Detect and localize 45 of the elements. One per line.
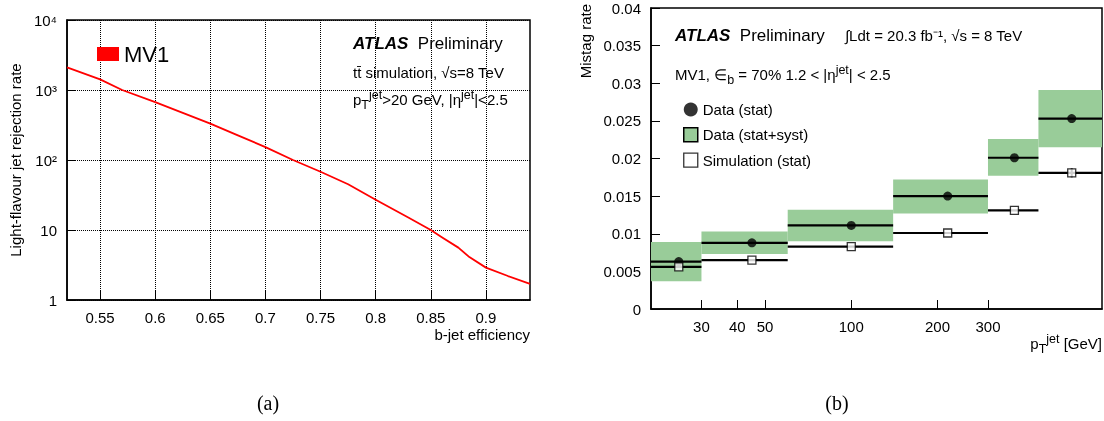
annotation: MV1, ∈$_{b}$ = 70% 1.2 < |η$^{jet}$| < 2.5 bbox=[675, 63, 891, 88]
text: (b) bbox=[825, 392, 849, 414]
legend-label: Data (stat+syst) bbox=[702, 126, 809, 144]
legend-label: Data (stat) bbox=[702, 101, 773, 118]
y-tick-label: 10 bbox=[40, 221, 58, 239]
x-tick-label: 0.75 bbox=[305, 309, 336, 326]
text: (a) bbox=[256, 392, 280, 414]
x-tick-label: 300 bbox=[975, 318, 1001, 335]
annotation: p$_{T}$$^{jet}$>20 GeV, |η$^{jet}$|<2.5 bbox=[353, 88, 508, 113]
y-tick-label: 0.01 bbox=[611, 225, 641, 243]
y-axis-title: Mistag rate bbox=[577, 4, 595, 79]
annotation: ATLAS Preliminary bbox=[353, 33, 503, 54]
y-tick-label: 10³ bbox=[35, 81, 58, 99]
legend-label: MV1 bbox=[124, 41, 170, 67]
x-tick-label: 50 bbox=[756, 318, 774, 335]
y-axis-title: Light-flavour jet rejection rate bbox=[7, 63, 24, 257]
annotation: ATLAS Preliminary bbox=[675, 25, 825, 46]
annotation: tt̄ simulation, √s=8 TeV bbox=[353, 63, 504, 82]
x-tick-label: 0.85 bbox=[416, 309, 446, 326]
y-tick-label: 0 bbox=[632, 300, 641, 318]
x-tick-label: 0.55 bbox=[85, 309, 115, 326]
y-tick-label: 0.04 bbox=[611, 0, 641, 17]
x-tick-label: 0.8 bbox=[365, 309, 387, 326]
legend-label: Simulation (stat) bbox=[702, 151, 812, 169]
y-tick-label: 1 bbox=[48, 291, 58, 309]
y-tick-label: 0.005 bbox=[603, 262, 641, 280]
x-tick-label: 40 bbox=[728, 318, 746, 335]
x-tick-label: 0.65 bbox=[195, 309, 225, 326]
y-tick-label: 0.015 bbox=[603, 187, 641, 205]
line-series bbox=[66, 66, 531, 285]
y-tick-label: 10⁴ bbox=[33, 11, 58, 29]
annotation: ∫Ldt = 20.3 fb⁻¹, √s = 8 TeV bbox=[845, 26, 1023, 45]
x-tick-label: 0.9 bbox=[475, 309, 497, 326]
x-tick-label: 0.6 bbox=[144, 309, 166, 326]
x-tick-label: 100 bbox=[838, 318, 864, 335]
y-tick-label: 0.02 bbox=[611, 150, 641, 167]
x-tick-label: 0.7 bbox=[255, 309, 276, 326]
x-tick-label: 30 bbox=[693, 318, 710, 335]
x-tick-label: 200 bbox=[925, 318, 951, 335]
x-axis-title: b-jet efficiency bbox=[434, 325, 530, 344]
y-tick-label: 0.03 bbox=[611, 74, 641, 92]
y-tick-label: 0.035 bbox=[603, 37, 641, 55]
x-axis-title: p$_{T}$$^{jet}$ [GeV] bbox=[1030, 332, 1102, 357]
y-tick-label: 0.025 bbox=[603, 112, 641, 130]
y-tick-label: 10² bbox=[35, 151, 58, 169]
